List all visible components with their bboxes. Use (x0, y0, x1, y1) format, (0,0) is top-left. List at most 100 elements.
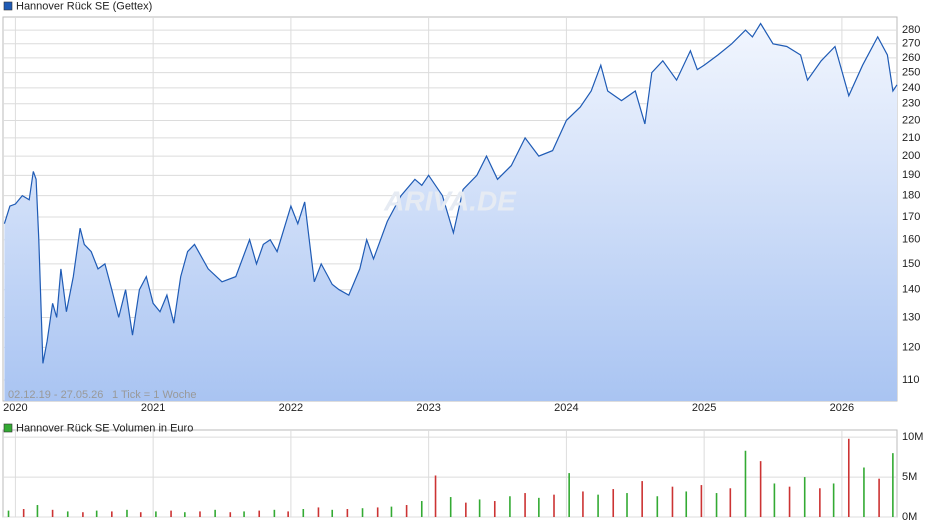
volume-bar (139, 512, 142, 517)
volume-bar (729, 488, 732, 517)
volume-bar (773, 483, 776, 517)
volume-bar (582, 491, 584, 517)
volume-bar (376, 507, 379, 517)
volume-bar (36, 505, 39, 517)
y-tick-label: 280 (902, 24, 920, 36)
y-tick-label: 10M (902, 431, 923, 443)
volume-bar (331, 509, 334, 517)
volume-bar (302, 509, 305, 517)
volume-bar (700, 485, 703, 517)
volume-bar (199, 511, 201, 517)
volume-bar (214, 509, 216, 517)
y-tick-label: 110 (902, 374, 920, 386)
legend-swatch (3, 423, 13, 433)
price-area (4, 23, 897, 401)
y-tick-label: 190 (902, 169, 920, 181)
y-tick-label: 270 (902, 38, 920, 50)
volume-bar (538, 497, 540, 517)
y-tick-label: 220 (902, 114, 920, 126)
volume-bar (449, 497, 452, 517)
y-tick-label: 5M (902, 471, 917, 483)
x-tick-label: 2026 (830, 402, 854, 414)
volume-bar (420, 501, 423, 517)
y-tick-label: 0M (902, 511, 917, 523)
volume-bar (612, 489, 615, 517)
volume-bar (759, 461, 762, 517)
x-tick-label: 2025 (692, 402, 716, 414)
volume-bar (788, 486, 791, 517)
watermark: ARIVA.DE (383, 185, 517, 216)
y-tick-label: 200 (902, 150, 920, 162)
x-tick-label: 2023 (416, 402, 440, 414)
volume-bar (656, 496, 659, 517)
volume-bar (803, 477, 806, 517)
y-tick-label: 230 (902, 98, 920, 110)
volume-bar (626, 493, 628, 517)
volume-bar (744, 450, 747, 517)
price-line (3, 22, 898, 364)
volume-bar (184, 512, 186, 517)
volume-bar (863, 467, 865, 517)
volume-bar (258, 510, 261, 517)
volume-bar (155, 511, 157, 517)
volume-bar (819, 488, 821, 517)
volume-bar (22, 509, 25, 517)
volume-bar (509, 496, 511, 517)
volume-bar (346, 509, 349, 517)
volume-bar (493, 501, 496, 517)
y-tick-label: 250 (902, 66, 920, 78)
volume-bar (597, 494, 599, 517)
volume-bar (685, 491, 688, 517)
x-tick-label: 2021 (141, 402, 165, 414)
volume-chart: 0M 5M 10M (3, 431, 923, 523)
y-tick-label: 240 (902, 82, 920, 94)
y-tick-label: 180 (902, 189, 920, 201)
volume-bar (405, 505, 408, 517)
volume-bar (317, 507, 320, 517)
x-tick-label: 2020 (3, 402, 27, 414)
volume-bar (524, 493, 526, 517)
price-chart: 2020 2021 2022 2023 2024 2025 2026 110 120 130 140… (3, 17, 920, 517)
volume-bar (82, 512, 84, 517)
volume-bar (434, 475, 437, 517)
volume-bar (170, 510, 172, 517)
volume-bar (641, 481, 643, 517)
volume-bar (126, 509, 128, 517)
y-tick-label: 160 (902, 234, 920, 246)
volume-bar (229, 512, 232, 517)
y-tick-label: 260 (902, 52, 920, 64)
volume-bar (273, 509, 276, 517)
y-tick-label: 120 (902, 341, 920, 353)
y-tick-label: 150 (902, 258, 920, 270)
volume-bar (878, 478, 880, 517)
volume-bar (478, 499, 481, 517)
x-tick-label: 2022 (279, 402, 303, 414)
volume-bar (671, 486, 674, 517)
legend-label: Hannover Rück SE Volumen in Euro (16, 422, 193, 434)
volume-bar (553, 494, 555, 517)
volume-bar (892, 453, 894, 517)
volume-bar (847, 438, 850, 517)
volume-bar (715, 493, 718, 517)
volume-bar (7, 510, 10, 517)
y-tick-label: 170 (902, 211, 920, 223)
legend-swatch (3, 1, 13, 11)
y-tick-label: 210 (902, 132, 920, 144)
tick-info: 1 Tick = 1 Woche (112, 389, 196, 401)
volume-bar (361, 508, 364, 517)
volume-bar (51, 509, 54, 517)
volume-bar (111, 511, 113, 517)
volume-bar (568, 473, 570, 517)
volume-bar (95, 510, 98, 517)
x-tick-label: 2024 (554, 402, 578, 414)
date-range: 02.12.19 - 27.05.26 (8, 389, 103, 401)
volume-bar (243, 511, 245, 517)
legend-label: Hannover Rück SE (Gettex) (16, 0, 152, 12)
volume-bar (465, 502, 467, 517)
volume-bar (832, 483, 835, 517)
volume-bar (390, 506, 393, 517)
y-tick-label: 140 (902, 284, 920, 296)
volume-bar (66, 511, 69, 517)
volume-bar (287, 511, 289, 517)
